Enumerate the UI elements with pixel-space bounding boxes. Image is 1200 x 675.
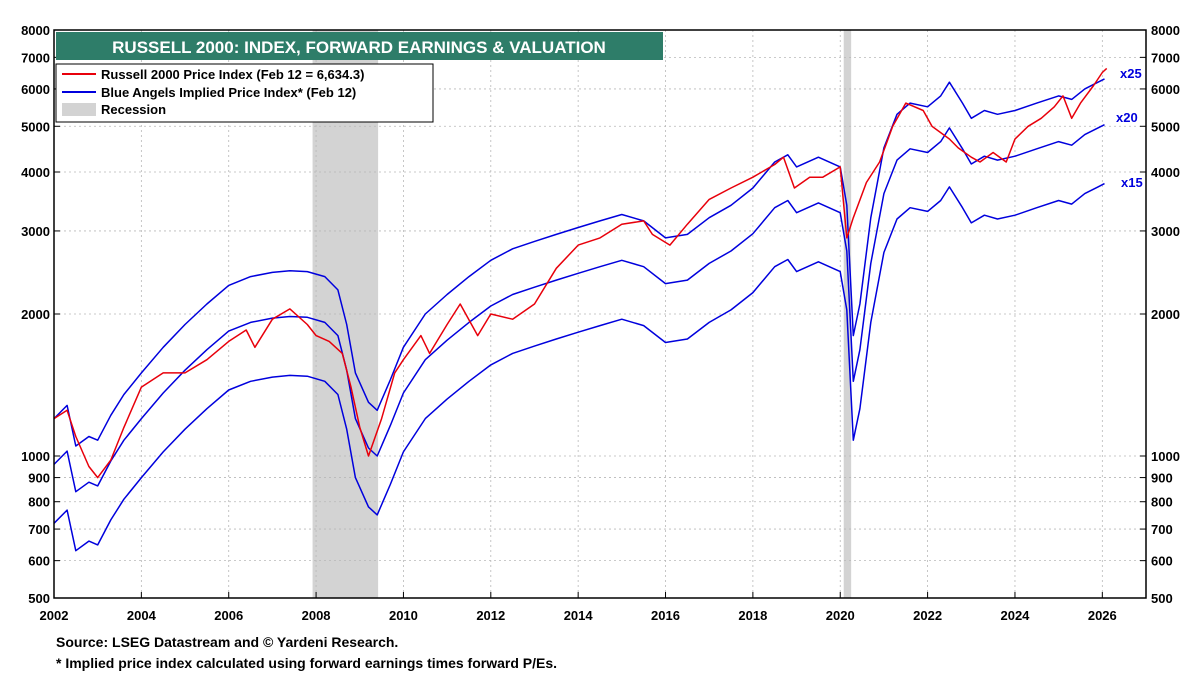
- y-tick-label-right-1000: 1000: [1151, 449, 1180, 464]
- legend-box: [55, 63, 434, 123]
- x-tick-label-2018: 2018: [738, 608, 767, 623]
- x-tick-label-2026: 2026: [1088, 608, 1117, 623]
- source-note: Source: LSEG Datastream and © Yardeni Re…: [56, 634, 399, 650]
- series-line-x20: [53, 124, 1105, 493]
- series-line-x15: [53, 182, 1105, 552]
- y-tick-label-right-7000: 7000: [1151, 50, 1180, 65]
- series-line-x25: [53, 78, 1105, 447]
- y-tick-label-left-7000: 7000: [21, 50, 50, 65]
- y-tick-label-right-900: 900: [1151, 471, 1173, 486]
- y-tick-label-right-2000: 2000: [1151, 307, 1180, 322]
- series-end-label-x20: x20: [1116, 110, 1138, 125]
- y-tick-label-right-700: 700: [1151, 522, 1173, 537]
- series-end-label-x15: x15: [1121, 175, 1143, 190]
- y-tick-label-left-8000: 8000: [21, 23, 50, 38]
- y-tick-label-right-3000: 3000: [1151, 224, 1180, 239]
- x-tick-label-2008: 2008: [302, 608, 331, 623]
- x-tick-label-2004: 2004: [127, 608, 157, 623]
- y-tick-label-right-5000: 5000: [1151, 119, 1180, 134]
- x-tick-label-2002: 2002: [40, 608, 69, 623]
- y-tick-label-right-6000: 6000: [1151, 82, 1180, 97]
- legend-label-blue-angels: Blue Angels Implied Price Index* (Feb 12…: [101, 85, 356, 100]
- series-end-label-x25: x25: [1120, 66, 1142, 81]
- y-tick-label-left-600: 600: [28, 554, 50, 569]
- legend-label-recession: Recession: [101, 102, 166, 117]
- title-banner: [56, 32, 663, 60]
- y-tick-label-left-6000: 6000: [21, 82, 50, 97]
- y-tick-label-right-800: 800: [1151, 495, 1173, 510]
- y-tick-label-right-600: 600: [1151, 554, 1173, 569]
- legend-swatch-recession: [62, 103, 96, 116]
- series-line-russell-2000-price-index: [53, 67, 1108, 479]
- x-tick-label-2012: 2012: [476, 608, 505, 623]
- y-tick-label-right-8000: 8000: [1151, 23, 1180, 38]
- series-layer: [53, 67, 1108, 552]
- y-tick-label-left-800: 800: [28, 495, 50, 510]
- x-tick-label-2020: 2020: [826, 608, 855, 623]
- legend-label-russell: Russell 2000 Price Index (Feb 12 = 6,634…: [101, 67, 364, 82]
- axes: 500 500 600 600 700 700 800 800 900 900 1000 1000 20…: [21, 23, 1180, 623]
- y-tick-label-right-500: 500: [1151, 591, 1173, 606]
- legend: Russell 2000 Price Index (Feb 12 = 6,634…: [55, 63, 434, 123]
- footnote: * Implied price index calculated using f…: [56, 655, 558, 671]
- y-tick-label-left-3000: 3000: [21, 224, 50, 239]
- x-tick-label-2014: 2014: [564, 608, 594, 623]
- y-tick-label-left-700: 700: [28, 522, 50, 537]
- y-tick-label-left-900: 900: [28, 471, 50, 486]
- x-tick-label-2024: 2024: [1000, 608, 1030, 623]
- y-tick-label-left-2000: 2000: [21, 307, 50, 322]
- y-tick-label-right-4000: 4000: [1151, 165, 1180, 180]
- x-tick-label-2016: 2016: [651, 608, 680, 623]
- y-tick-label-left-500: 500: [28, 591, 50, 606]
- x-tick-label-2006: 2006: [214, 608, 243, 623]
- x-tick-label-2010: 2010: [389, 608, 418, 623]
- x-tick-label-2022: 2022: [913, 608, 942, 623]
- y-tick-label-left-5000: 5000: [21, 119, 50, 134]
- chart-title: RUSSELL 2000: INDEX, FORWARD EARNINGS & …: [112, 38, 606, 57]
- y-tick-label-left-1000: 1000: [21, 449, 50, 464]
- y-tick-label-left-4000: 4000: [21, 165, 50, 180]
